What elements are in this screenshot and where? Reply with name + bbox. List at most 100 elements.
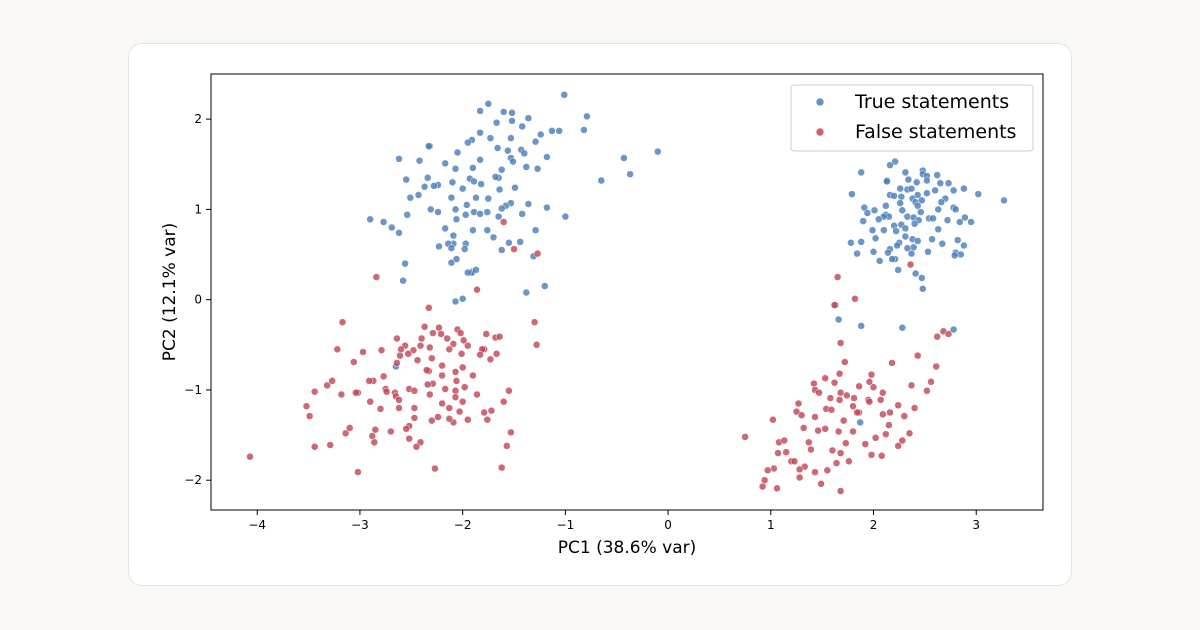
data-point (907, 184, 916, 193)
data-point (561, 212, 570, 221)
data-point (522, 163, 531, 171)
data-point (395, 155, 403, 163)
data-point (830, 378, 839, 387)
data-point (944, 179, 953, 187)
data-point (420, 323, 429, 331)
data-point (435, 242, 443, 251)
data-point (397, 345, 405, 354)
data-point (886, 161, 894, 169)
data-point (379, 218, 388, 226)
data-point (909, 243, 918, 252)
data-point (510, 245, 518, 253)
data-point (404, 350, 412, 358)
data-point (827, 406, 836, 414)
data-point (924, 248, 932, 256)
data-point (455, 407, 464, 416)
data-point (409, 346, 418, 354)
data-point (476, 350, 484, 359)
data-point (395, 396, 403, 404)
data-point (847, 239, 855, 247)
data-point (836, 487, 845, 495)
data-point (898, 323, 907, 332)
data-point (429, 329, 437, 337)
data-point (815, 388, 823, 397)
data-point (410, 387, 419, 395)
data-point (532, 341, 541, 349)
data-point (888, 255, 896, 263)
data-point (811, 413, 819, 421)
data-point (495, 185, 504, 194)
data-point (967, 218, 975, 226)
data-point (507, 428, 515, 437)
data-point (843, 391, 851, 400)
data-point (376, 405, 385, 413)
data-point (867, 451, 876, 459)
data-point (828, 446, 837, 455)
data-point (857, 238, 865, 246)
data-point (904, 175, 913, 184)
data-point (403, 211, 411, 219)
x-tick-label: 1 (767, 518, 775, 532)
data-point (741, 433, 749, 441)
data-point (393, 334, 401, 343)
data-point (452, 215, 461, 224)
data-point (365, 377, 373, 385)
data-point (472, 193, 480, 202)
data-point (898, 436, 907, 445)
data-point (499, 108, 508, 116)
data-point (894, 401, 902, 410)
data-point (416, 341, 425, 350)
data-point (437, 330, 445, 338)
data-point (431, 464, 439, 473)
data-point (497, 204, 506, 213)
data-point (763, 466, 772, 475)
data-point (974, 190, 983, 198)
data-point (836, 339, 845, 347)
data-point (896, 199, 904, 207)
data-point (918, 196, 926, 205)
data-point (461, 211, 470, 219)
x-tick-label: −3 (351, 518, 369, 532)
data-point (817, 480, 825, 488)
data-point (795, 465, 804, 474)
data-point (441, 385, 449, 393)
data-point (359, 348, 367, 356)
data-point (934, 205, 942, 214)
data-point (853, 408, 861, 417)
data-point (447, 258, 456, 267)
data-point (957, 250, 965, 259)
data-point (430, 182, 438, 190)
data-point (882, 430, 890, 438)
data-point (476, 128, 484, 137)
data-point (923, 189, 931, 197)
data-point (797, 411, 806, 419)
data-point (903, 244, 912, 252)
data-point (1000, 196, 1008, 205)
data-point (799, 424, 808, 432)
data-point (790, 457, 799, 466)
series-false-statements (246, 218, 953, 495)
data-point (441, 224, 449, 233)
data-point (626, 170, 634, 178)
data-point (509, 157, 517, 166)
data-point (900, 412, 909, 420)
data-point (305, 412, 314, 420)
data-point (548, 127, 556, 135)
data-point (341, 429, 350, 438)
data-point (434, 208, 442, 216)
data-point (543, 153, 551, 161)
data-point (520, 149, 529, 158)
data-point (410, 404, 419, 412)
data-point (770, 464, 778, 473)
data-point (489, 233, 498, 242)
data-point (869, 248, 878, 256)
data-point (524, 114, 533, 122)
data-point (448, 178, 457, 187)
data-point (447, 193, 456, 202)
data-point (337, 390, 346, 399)
legend: True statements False statements (790, 84, 1034, 152)
data-point (470, 177, 478, 186)
data-point (423, 380, 432, 389)
data-point (929, 214, 937, 223)
data-point (451, 165, 460, 173)
